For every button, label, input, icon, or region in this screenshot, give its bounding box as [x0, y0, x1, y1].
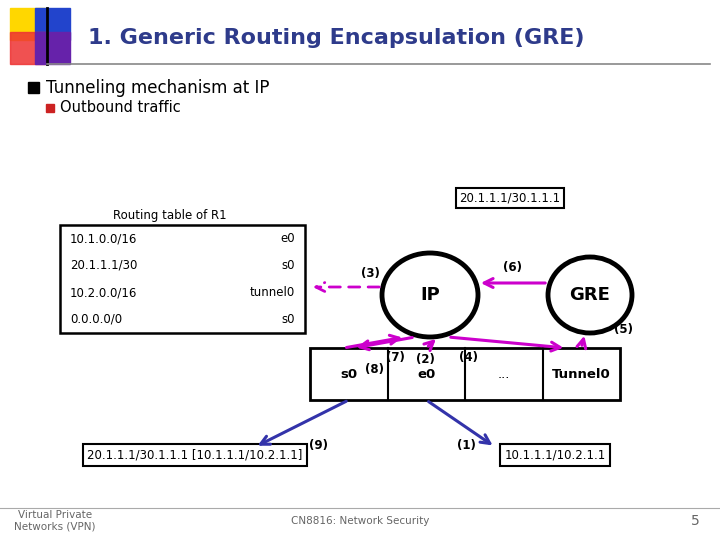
Text: e0: e0 — [280, 232, 295, 245]
Text: (1): (1) — [456, 438, 476, 451]
FancyArrowPatch shape — [424, 341, 433, 350]
Text: Virtual Private
Networks (VPN): Virtual Private Networks (VPN) — [14, 510, 96, 532]
FancyArrowPatch shape — [261, 401, 346, 444]
Text: 1. Generic Routing Encapsulation (GRE): 1. Generic Routing Encapsulation (GRE) — [88, 28, 585, 48]
Text: 20.1.1.1/30.1.1.1 [10.1.1.1/10.2.1.1]: 20.1.1.1/30.1.1.1 [10.1.1.1/10.2.1.1] — [87, 449, 302, 462]
Text: (5): (5) — [613, 323, 633, 336]
Bar — [10, 32, 45, 64]
Bar — [35, 8, 70, 40]
Text: 5: 5 — [690, 514, 699, 528]
Text: IP: IP — [420, 286, 440, 304]
FancyArrowPatch shape — [484, 279, 545, 287]
Text: ...: ... — [498, 368, 510, 381]
Text: (8): (8) — [366, 362, 384, 375]
Bar — [60, 225, 305, 333]
Text: 20.1.1.1/30: 20.1.1.1/30 — [70, 259, 138, 272]
Bar — [310, 348, 620, 400]
Text: tunnel0: tunnel0 — [250, 286, 295, 299]
Text: Tunneling mechanism at IP: Tunneling mechanism at IP — [46, 79, 269, 97]
FancyArrowPatch shape — [577, 339, 585, 349]
Text: s0: s0 — [282, 313, 295, 326]
Text: Tunnel0: Tunnel0 — [552, 368, 611, 381]
Text: s0: s0 — [340, 368, 357, 381]
Text: Outbound traffic: Outbound traffic — [60, 100, 181, 116]
FancyArrowPatch shape — [360, 338, 413, 350]
Text: (4): (4) — [459, 350, 477, 363]
Text: (7): (7) — [386, 350, 405, 363]
Text: 20.1.1.1/30.1.1.1: 20.1.1.1/30.1.1.1 — [459, 192, 561, 205]
Text: 0.0.0.0/0: 0.0.0.0/0 — [70, 313, 122, 326]
Text: 10.1.0.0/16: 10.1.0.0/16 — [70, 232, 138, 245]
FancyArrowPatch shape — [451, 338, 560, 351]
Text: (6): (6) — [503, 260, 523, 273]
Bar — [10, 8, 45, 40]
Text: e0: e0 — [417, 368, 436, 381]
Text: Routing table of R1: Routing table of R1 — [113, 208, 227, 221]
Text: GRE: GRE — [570, 286, 611, 304]
Bar — [35, 32, 70, 64]
Text: s0: s0 — [282, 259, 295, 272]
FancyArrowPatch shape — [346, 335, 399, 348]
FancyArrowPatch shape — [316, 282, 379, 292]
Bar — [28, 82, 39, 93]
Text: 10.1.1.1/10.2.1.1: 10.1.1.1/10.2.1.1 — [505, 449, 606, 462]
Text: (2): (2) — [415, 353, 434, 366]
Bar — [46, 104, 54, 112]
FancyArrowPatch shape — [428, 402, 490, 443]
Text: 10.2.0.0/16: 10.2.0.0/16 — [70, 286, 138, 299]
Text: CN8816: Network Security: CN8816: Network Security — [291, 516, 429, 526]
Text: (9): (9) — [310, 438, 328, 451]
Text: (3): (3) — [361, 267, 379, 280]
